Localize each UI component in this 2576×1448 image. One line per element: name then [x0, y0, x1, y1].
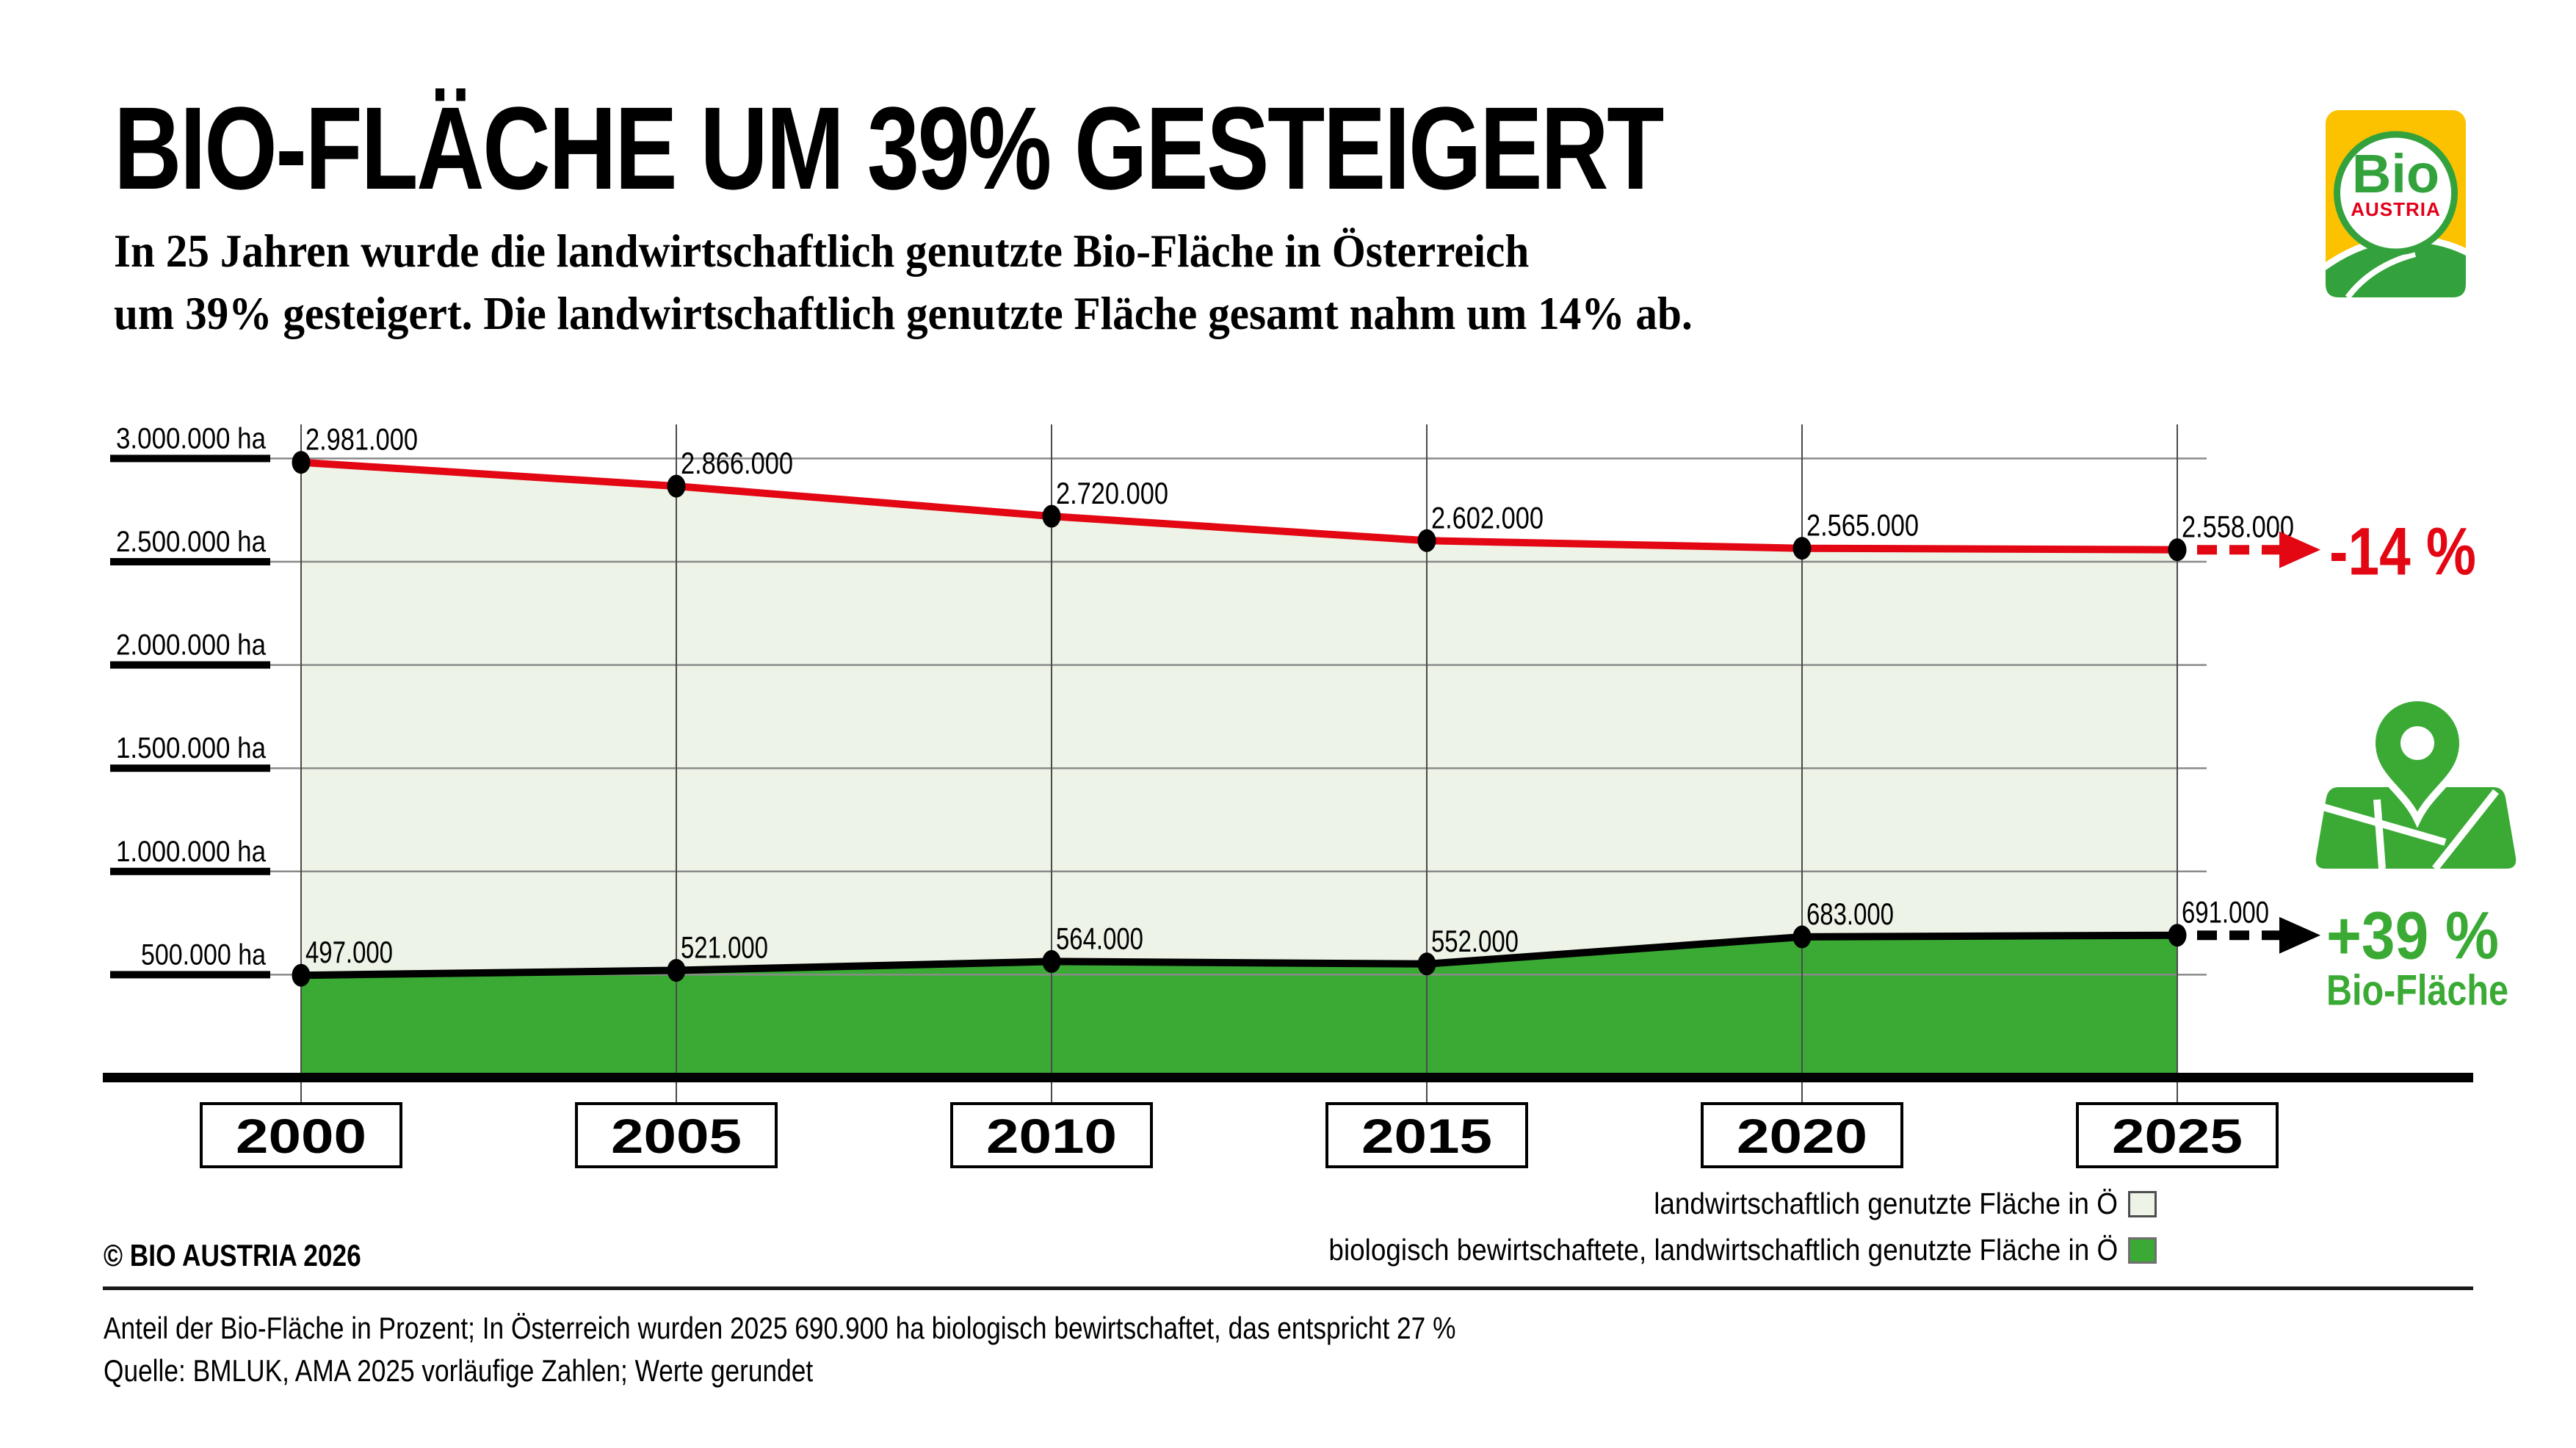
data-point: [667, 474, 686, 498]
year-label: 2010: [986, 1109, 1117, 1163]
year-box: [1701, 1102, 1903, 1168]
chart-gridlines: [270, 424, 2207, 1104]
data-point-label: 564.000: [1056, 921, 1143, 955]
x-axis-year-boxes: 2000 2005 2010 2015 2020 2025: [200, 1102, 2279, 1168]
data-point-label: 683.000: [1806, 897, 1894, 931]
data-point-label: 2.720.000: [1056, 476, 1168, 510]
data-point-label: 2.866.000: [681, 446, 793, 480]
data-point: [2168, 924, 2187, 947]
year-box: [575, 1102, 778, 1168]
data-point: [667, 959, 686, 982]
data-point: [1042, 949, 1061, 973]
year-box: [1325, 1102, 1528, 1168]
footnotes: Anteil der Bio-Fläche in Prozent; In Öst…: [104, 1307, 1713, 1392]
legend-item-bio: biologisch bewirtschaftete, landwirtscha…: [1241, 1233, 2157, 1267]
data-point-labels: 2.981.000 2.866.000 2.720.000 2.602.000 2.56…: [305, 422, 2294, 969]
year-box: [2076, 1102, 2279, 1168]
map-icon-fold-1: [2319, 803, 2447, 846]
logo-word-austria: AUSTRIA: [2351, 198, 2441, 220]
y-tick-label: 1.000.000 ha: [116, 836, 267, 868]
copyright-text: © BIO AUSTRIA 2026: [104, 1238, 361, 1273]
legend-item-agri: landwirtschaftlich genutzte Fläche in Ö: [1602, 1187, 2157, 1221]
line-agricultural-land: [300, 458, 2178, 554]
agri-arrow-arrow-head: [2279, 531, 2320, 568]
data-point-label: 2.602.000: [1431, 500, 1544, 535]
annotation-bio-change-sub: Bio-Fläche: [2326, 967, 2508, 1015]
area-agricultural-land: [301, 462, 2177, 1078]
annotation-agri-change: -14 %: [2329, 515, 2476, 590]
map-icon-body: [2315, 787, 2517, 869]
chart-legend: landwirtschaftlich genutzte Fläche in Ö …: [1241, 1187, 2157, 1267]
year-label: 2025: [2112, 1109, 2243, 1163]
data-point-label: 521.000: [681, 930, 768, 965]
y-tick-bar: [110, 455, 270, 463]
y-tick-bar: [110, 971, 270, 979]
annotation-bio-change: +39 %: [2326, 899, 2499, 974]
data-point-label: 2.981.000: [305, 422, 418, 457]
y-tick-bar: [110, 661, 270, 669]
y-tick-label: 1.500.000 ha: [116, 732, 267, 764]
logo-word-bio: Bio: [2352, 143, 2439, 204]
map-icon-fold-2: [2373, 799, 2386, 869]
chart-area-fills: [301, 462, 2177, 1078]
bio-austria-logo: Bio AUSTRIA: [2326, 110, 2466, 297]
legend-swatch-bio: [2128, 1237, 2157, 1264]
y-tick-label: 2.000.000 ha: [116, 629, 267, 662]
footer-divider: [103, 1286, 2473, 1290]
data-point: [2168, 538, 2187, 562]
data-point: [1792, 537, 1812, 560]
logo-circle: [2334, 131, 2458, 256]
data-point: [292, 963, 311, 987]
map-pin-icon: [2315, 693, 2517, 872]
data-point: [1792, 925, 1812, 949]
change-annotations: -14 % +39 %Bio-Fläche: [2197, 515, 2508, 1015]
data-point-label: 552.000: [1431, 924, 1519, 958]
footnote-line-2: Quelle: BMLUK, AMA 2025 vorläufige Zahle…: [104, 1353, 814, 1388]
subtitle-line-2: um 39% gesteigert. Die landwirtschaftlic…: [114, 288, 1693, 339]
x-axis-bar: [103, 1073, 2473, 1082]
year-label: 2005: [611, 1109, 742, 1163]
y-tick-label: 2.500.000 ha: [116, 526, 267, 558]
legend-label-agri: landwirtschaftlich genutzte Fläche in Ö: [1654, 1187, 2118, 1220]
y-tick-bar: [110, 867, 270, 875]
bio-arrow-arrow-head: [2279, 916, 2320, 954]
data-point: [1417, 952, 1436, 976]
year-label: 2015: [1361, 1109, 1492, 1163]
pin-icon-hole: [2400, 726, 2434, 760]
chart-series-lines: [292, 451, 2187, 987]
year-label: 2020: [1737, 1109, 1867, 1163]
y-tick-label: 3.000.000 ha: [116, 422, 267, 455]
year-label: 2000: [236, 1109, 366, 1163]
y-tick-bar: [110, 764, 270, 772]
y-tick-bar: [110, 558, 270, 565]
page-subtitle: In 25 Jahren wurde die landwirtschaftlic…: [114, 220, 1793, 345]
page-title-text: BIO-FLÄCHE UM 39% GESTEIGERT: [114, 82, 1664, 214]
y-tick-label: 500.000 ha: [141, 938, 267, 971]
data-point-label: 2.565.000: [1806, 508, 1919, 543]
copyright-notice: © BIO AUSTRIA 2026: [104, 1238, 410, 1273]
data-point: [1042, 504, 1061, 528]
logo-hills-fold-line: [2345, 251, 2417, 297]
year-box: [200, 1102, 402, 1168]
footnote-line-1: Anteil der Bio-Fläche in Prozent; In Öst…: [104, 1311, 1456, 1345]
legend-swatch-agri: [2128, 1190, 2157, 1217]
data-point: [1417, 529, 1436, 552]
data-point: [292, 451, 311, 474]
map-icon-fold-3: [2432, 789, 2499, 872]
y-axis-ticks: 3.000.000 ha 2.500.000 ha 2.000.000 ha 1.50…: [110, 422, 270, 979]
line-organic-land: [300, 931, 2178, 980]
data-point-label: 497.000: [305, 935, 393, 969]
x-axis-line: [103, 1073, 2473, 1082]
data-point-label: 691.000: [2182, 895, 2269, 930]
legend-label-bio: biologisch bewirtschaftete, landwirtscha…: [1328, 1233, 2118, 1267]
data-point-label: 2.558.000: [2182, 510, 2294, 544]
year-box: [950, 1102, 1153, 1168]
subtitle-line-1: In 25 Jahren wurde die landwirtschaftlic…: [114, 225, 1530, 277]
page-title: BIO-FLÄCHE UM 39% GESTEIGERT: [114, 81, 2049, 216]
